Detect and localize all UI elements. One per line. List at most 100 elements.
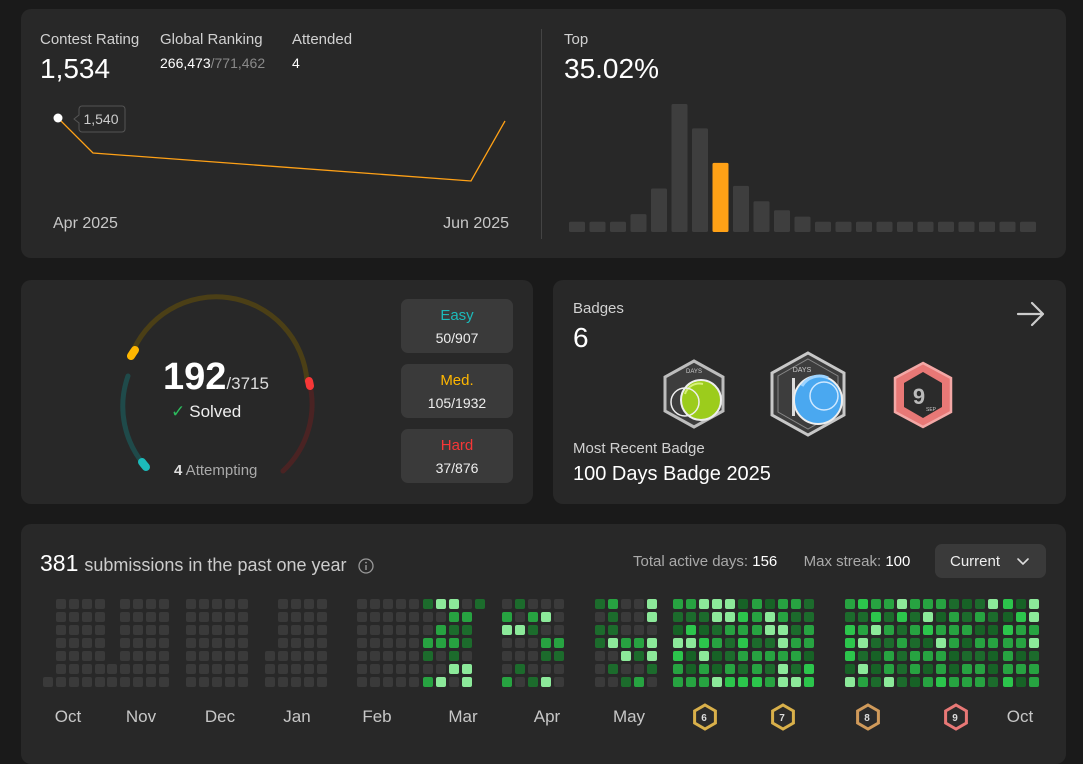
heatmap-cell[interactable]: [845, 599, 855, 609]
heatmap-cell[interactable]: [884, 651, 894, 661]
heatmap-cell[interactable]: [69, 625, 79, 635]
heatmap-cell[interactable]: [791, 664, 801, 674]
heatmap-cell[interactable]: [634, 651, 644, 661]
heatmap-cell[interactable]: [725, 651, 735, 661]
histogram-bar[interactable]: [610, 221, 626, 232]
heatmap-cell[interactable]: [712, 664, 722, 674]
heatmap-cell[interactable]: [858, 599, 868, 609]
heatmap-cell[interactable]: [120, 599, 130, 609]
heatmap-cell[interactable]: [265, 651, 275, 661]
monthly-badge-icon[interactable]: 8: [856, 703, 880, 731]
heatmap-cell[interactable]: [738, 625, 748, 635]
heatmap-cell[interactable]: [396, 651, 406, 661]
heatmap-cell[interactable]: [975, 599, 985, 609]
heatmap-cell[interactable]: [1029, 638, 1039, 648]
heatmap-cell[interactable]: [765, 599, 775, 609]
heatmap-cell[interactable]: [647, 677, 657, 687]
heatmap-cell[interactable]: [621, 651, 631, 661]
heatmap-cell[interactable]: [146, 625, 156, 635]
histogram-bar[interactable]: [671, 104, 688, 232]
heatmap-cell[interactable]: [502, 625, 512, 635]
rating-point[interactable]: [53, 113, 63, 123]
heatmap-cell[interactable]: [317, 677, 327, 687]
heatmap-cell[interactable]: [1029, 625, 1039, 635]
heatmap-cell[interactable]: [423, 677, 433, 687]
heatmap-cell[interactable]: [423, 599, 433, 609]
heatmap-cell[interactable]: [699, 612, 709, 622]
histogram-bar[interactable]: [938, 221, 954, 232]
heatmap-cell[interactable]: [449, 625, 459, 635]
heatmap-cell[interactable]: [1029, 599, 1039, 609]
heatmap-cell[interactable]: [595, 638, 605, 648]
heatmap-cell[interactable]: [409, 599, 419, 609]
heatmap-cell[interactable]: [988, 638, 998, 648]
heatmap-cell[interactable]: [712, 612, 722, 622]
heatmap-cell[interactable]: [409, 625, 419, 635]
heatmap-cell[interactable]: [502, 651, 512, 661]
heatmap-cell[interactable]: [278, 651, 288, 661]
heatmap-cell[interactable]: [725, 664, 735, 674]
heatmap-cell[interactable]: [752, 677, 762, 687]
heatmap-cell[interactable]: [608, 599, 618, 609]
heatmap-cell[interactable]: [1016, 612, 1026, 622]
heatmap-cell[interactable]: [975, 664, 985, 674]
heatmap-cell[interactable]: [436, 664, 446, 674]
heatmap-cell[interactable]: [317, 625, 327, 635]
heatmap-cell[interactable]: [804, 625, 814, 635]
heatmap-cell[interactable]: [962, 612, 972, 622]
heatmap-cell[interactable]: [475, 599, 485, 609]
heatmap-cell[interactable]: [95, 599, 105, 609]
heatmap-cell[interactable]: [304, 651, 314, 661]
heatmap-cell[interactable]: [120, 638, 130, 648]
heatmap-cell[interactable]: [159, 625, 169, 635]
heatmap-cell[interactable]: [186, 625, 196, 635]
heatmap-cell[interactable]: [225, 651, 235, 661]
heatmap-cell[interactable]: [370, 677, 380, 687]
heatmap-cell[interactable]: [725, 612, 735, 622]
heatmap-cell[interactable]: [502, 599, 512, 609]
heatmap-cell[interactable]: [949, 638, 959, 648]
heatmap-cell[interactable]: [634, 664, 644, 674]
heatmap-cell[interactable]: [595, 664, 605, 674]
heatmap-cell[interactable]: [752, 599, 762, 609]
heatmap-cell[interactable]: [778, 664, 788, 674]
heatmap-cell[interactable]: [988, 677, 998, 687]
heatmap-cell[interactable]: [383, 664, 393, 674]
heatmap-cell[interactable]: [146, 677, 156, 687]
heatmap-cell[interactable]: [962, 638, 972, 648]
heatmap-cell[interactable]: [225, 664, 235, 674]
heatmap-cell[interactable]: [752, 651, 762, 661]
hard-stat-button[interactable]: Hard 37/876: [401, 429, 513, 483]
heatmap-cell[interactable]: [502, 638, 512, 648]
heatmap-cell[interactable]: [317, 599, 327, 609]
heatmap-cell[interactable]: [502, 612, 512, 622]
heatmap-cell[interactable]: [409, 651, 419, 661]
heatmap-cell[interactable]: [515, 664, 525, 674]
histogram-bar[interactable]: [979, 221, 995, 232]
heatmap-cell[interactable]: [383, 677, 393, 687]
heatmap-cell[interactable]: [199, 625, 209, 635]
heatmap-cell[interactable]: [923, 638, 933, 648]
heatmap-cell[interactable]: [621, 599, 631, 609]
heatmap-cell[interactable]: [291, 638, 301, 648]
heatmap-cell[interactable]: [69, 664, 79, 674]
heatmap-cell[interactable]: [858, 664, 868, 674]
heatmap-cell[interactable]: [69, 651, 79, 661]
heatmap-cell[interactable]: [621, 677, 631, 687]
histogram-bar[interactable]: [815, 221, 831, 232]
heatmap-cell[interactable]: [462, 677, 472, 687]
heatmap-cell[interactable]: [159, 612, 169, 622]
heatmap-cell[interactable]: [712, 625, 722, 635]
heatmap-cell[interactable]: [515, 599, 525, 609]
heatmap-cell[interactable]: [515, 612, 525, 622]
heatmap-cell[interactable]: [791, 677, 801, 687]
heatmap-cell[interactable]: [146, 664, 156, 674]
heatmap-cell[interactable]: [370, 612, 380, 622]
heatmap-cell[interactable]: [291, 625, 301, 635]
heatmap-cell[interactable]: [738, 612, 748, 622]
heatmap-cell[interactable]: [988, 599, 998, 609]
heatmap-cell[interactable]: [436, 638, 446, 648]
heatmap-cell[interactable]: [449, 664, 459, 674]
heatmap-cell[interactable]: [554, 677, 564, 687]
heatmap-cell[interactable]: [897, 651, 907, 661]
